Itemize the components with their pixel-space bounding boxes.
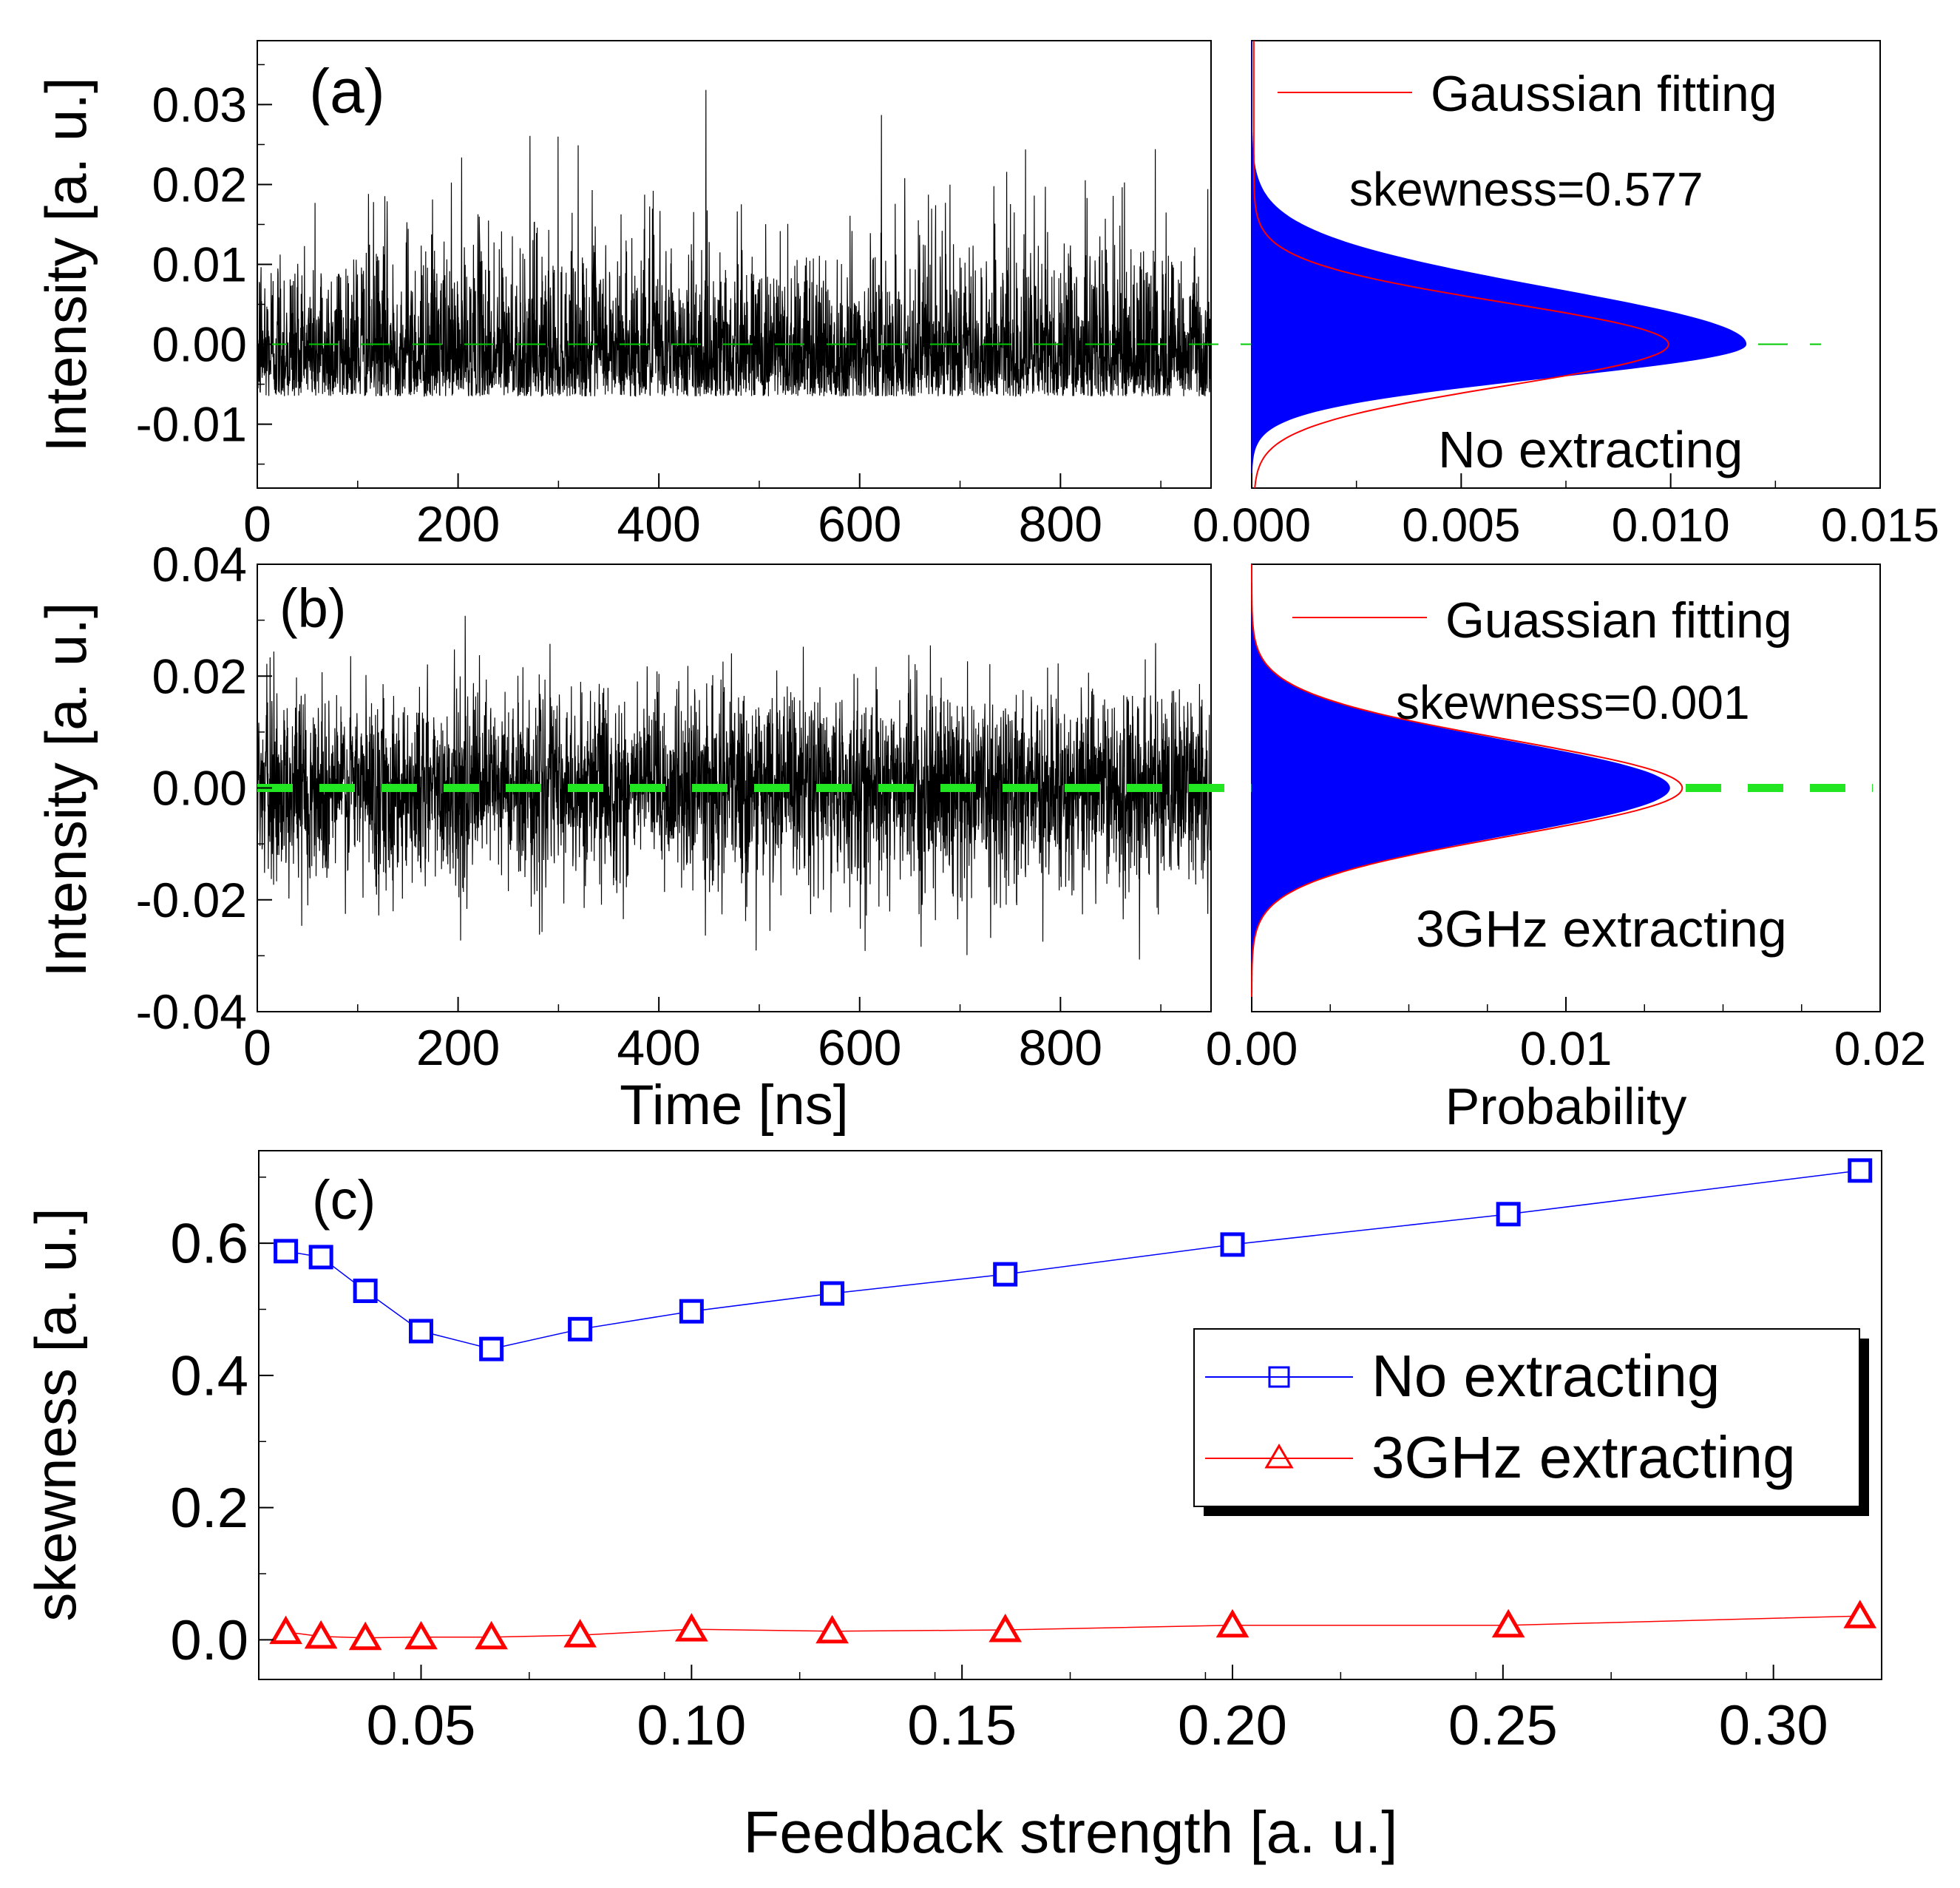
legend-a-fit-label: Gaussian fitting	[1431, 66, 1777, 122]
panel-a-intensity-trace	[257, 89, 1212, 397]
panel-b-ytick-label: 0.04	[152, 537, 247, 592]
panel-a-histogram-bars	[1251, 41, 1747, 489]
annotation-b-method: 3GHz extracting	[1416, 900, 1787, 958]
panel-c-xtick-label: 0.05	[367, 1694, 476, 1757]
panel-b-ylabel: Intensity [a. u.]	[33, 602, 98, 977]
panel-c-ylabel: skewness [a. u.]	[23, 1208, 88, 1621]
panel-c-ytick-label: 0.4	[170, 1344, 248, 1407]
panel-c-ytick-label: 0.6	[170, 1213, 248, 1276]
no-extracting-point	[820, 1281, 845, 1306]
panel-b-hist-xtick-label: 0.02	[1834, 1022, 1927, 1075]
no-extracting-point	[353, 1278, 378, 1303]
panel-a-ytick-label: 0.03	[152, 78, 247, 132]
panel-a-xtick-label: 600	[818, 496, 901, 552]
no-extracting-point	[479, 1336, 504, 1361]
annotation-b-skewness: skewness=0.001	[1396, 676, 1750, 729]
panel-c-xtick-label: 0.25	[1448, 1694, 1558, 1757]
panel-c-xtick-label: 0.20	[1178, 1694, 1287, 1757]
no-extracting-point	[1496, 1202, 1521, 1227]
no-extracting-point	[409, 1319, 433, 1344]
panel-a-ytick-label: 0.01	[152, 237, 247, 292]
panel-b-ytick-label: 0.00	[152, 761, 247, 816]
panel-a-ylabel: Intensity [a. u.]	[33, 77, 98, 452]
panel-a-hist-xtick-label: 0.010	[1612, 498, 1730, 552]
panel-a-hist-xtick-label: 0.015	[1821, 498, 1939, 552]
3ghz-extracting-point	[815, 1614, 849, 1644]
no-extracting-point	[993, 1262, 1018, 1287]
panel-a-hist-xtick-label: 0.005	[1402, 498, 1520, 552]
no-extracting-point	[308, 1245, 333, 1270]
no-extracting-point	[679, 1299, 704, 1324]
no-extracting-point	[1848, 1158, 1873, 1183]
panel-a-ytick-label: 0.00	[152, 317, 247, 372]
panel-a-ytick-label: -0.01	[136, 397, 247, 452]
no-extracting-point	[1220, 1232, 1245, 1257]
panel-a-xtick-label: 200	[416, 496, 500, 552]
annotation-a-skewness: skewness=0.577	[1349, 163, 1703, 216]
panel-b-intensity-trace	[257, 615, 1212, 960]
panel-c-ytick-label: 0.2	[170, 1477, 248, 1540]
panel-c-series-line-0	[285, 1170, 1860, 1350]
panel-c-xtick-label: 0.15	[907, 1694, 1017, 1757]
panel-a-xtick-label: 800	[1019, 496, 1102, 552]
panel-c-series-line-1	[285, 1615, 1860, 1639]
panel-b-xtick-label: 600	[818, 1020, 901, 1076]
3ghz-extracting-point	[563, 1619, 597, 1648]
panel-b-ytick-label: -0.04	[136, 984, 247, 1039]
legend-c-no-extracting-label: No extracting	[1371, 1343, 1720, 1409]
panel-a-hist-xtick-label: 0.000	[1193, 498, 1311, 552]
legend-c-box	[1193, 1328, 1860, 1507]
3ghz-extracting-point	[1215, 1608, 1249, 1638]
panel-a-xtick-label: 400	[617, 496, 700, 552]
3ghz-extracting-point	[404, 1620, 438, 1650]
panel-c-xtick-label: 0.10	[637, 1694, 746, 1757]
panel-b-label: (b)	[279, 578, 346, 639]
annotation-a-method: No extracting	[1438, 421, 1743, 478]
3ghz-extracting-point	[475, 1620, 508, 1650]
legend-c-3ghz-label: 3GHz extracting	[1371, 1424, 1796, 1490]
3ghz-extracting-point	[674, 1613, 708, 1642]
panel-a-xtick-label: 0	[243, 496, 271, 552]
panel-b-xtick-label: 800	[1019, 1020, 1102, 1076]
3ghz-extracting-point	[989, 1613, 1023, 1642]
3ghz-extracting-point	[304, 1620, 338, 1649]
panel-c-xtick-label: 0.30	[1719, 1694, 1828, 1757]
no-extracting-point	[568, 1316, 593, 1341]
panel-a-label: (a)	[309, 56, 385, 126]
panel-b-hist-xtick-label: 0.00	[1206, 1022, 1298, 1075]
panel-b-gaussian-fit	[1251, 564, 1683, 1012]
plot-layer	[257, 41, 1877, 1651]
panel-b-xtick-label: 0	[243, 1020, 271, 1076]
3ghz-extracting-point	[1843, 1600, 1877, 1628]
3ghz-extracting-point	[1491, 1608, 1525, 1638]
histogram-xlabel: Probability	[1445, 1077, 1687, 1135]
legend-b-fit-label: Guassian fitting	[1445, 592, 1792, 649]
3ghz-extracting-point	[269, 1615, 302, 1645]
3ghz-extracting-point	[348, 1621, 382, 1651]
legend-c-square-icon	[1268, 1366, 1290, 1388]
legend-c-triangle-icon	[1264, 1444, 1294, 1469]
no-extracting-point	[274, 1239, 299, 1264]
panel-b-hist-xtick-label: 0.01	[1520, 1022, 1613, 1075]
panel-a-gaussian-fit	[1252, 41, 1669, 489]
panel-b-ytick-label: -0.02	[136, 873, 247, 927]
panel-c-label: (c)	[312, 1169, 376, 1231]
panel-b-ytick-label: 0.02	[152, 649, 247, 703]
panel-c-xlabel: Feedback strength [a. u.]	[744, 1799, 1398, 1865]
panel-b-xtick-label: 400	[617, 1020, 700, 1076]
panel-b-xtick-label: 200	[416, 1020, 500, 1076]
panel-b-xlabel: Time [ns]	[620, 1074, 849, 1137]
panel-c-ytick-label: 0.0	[170, 1609, 248, 1672]
panel-a-ytick-label: 0.02	[152, 158, 247, 212]
